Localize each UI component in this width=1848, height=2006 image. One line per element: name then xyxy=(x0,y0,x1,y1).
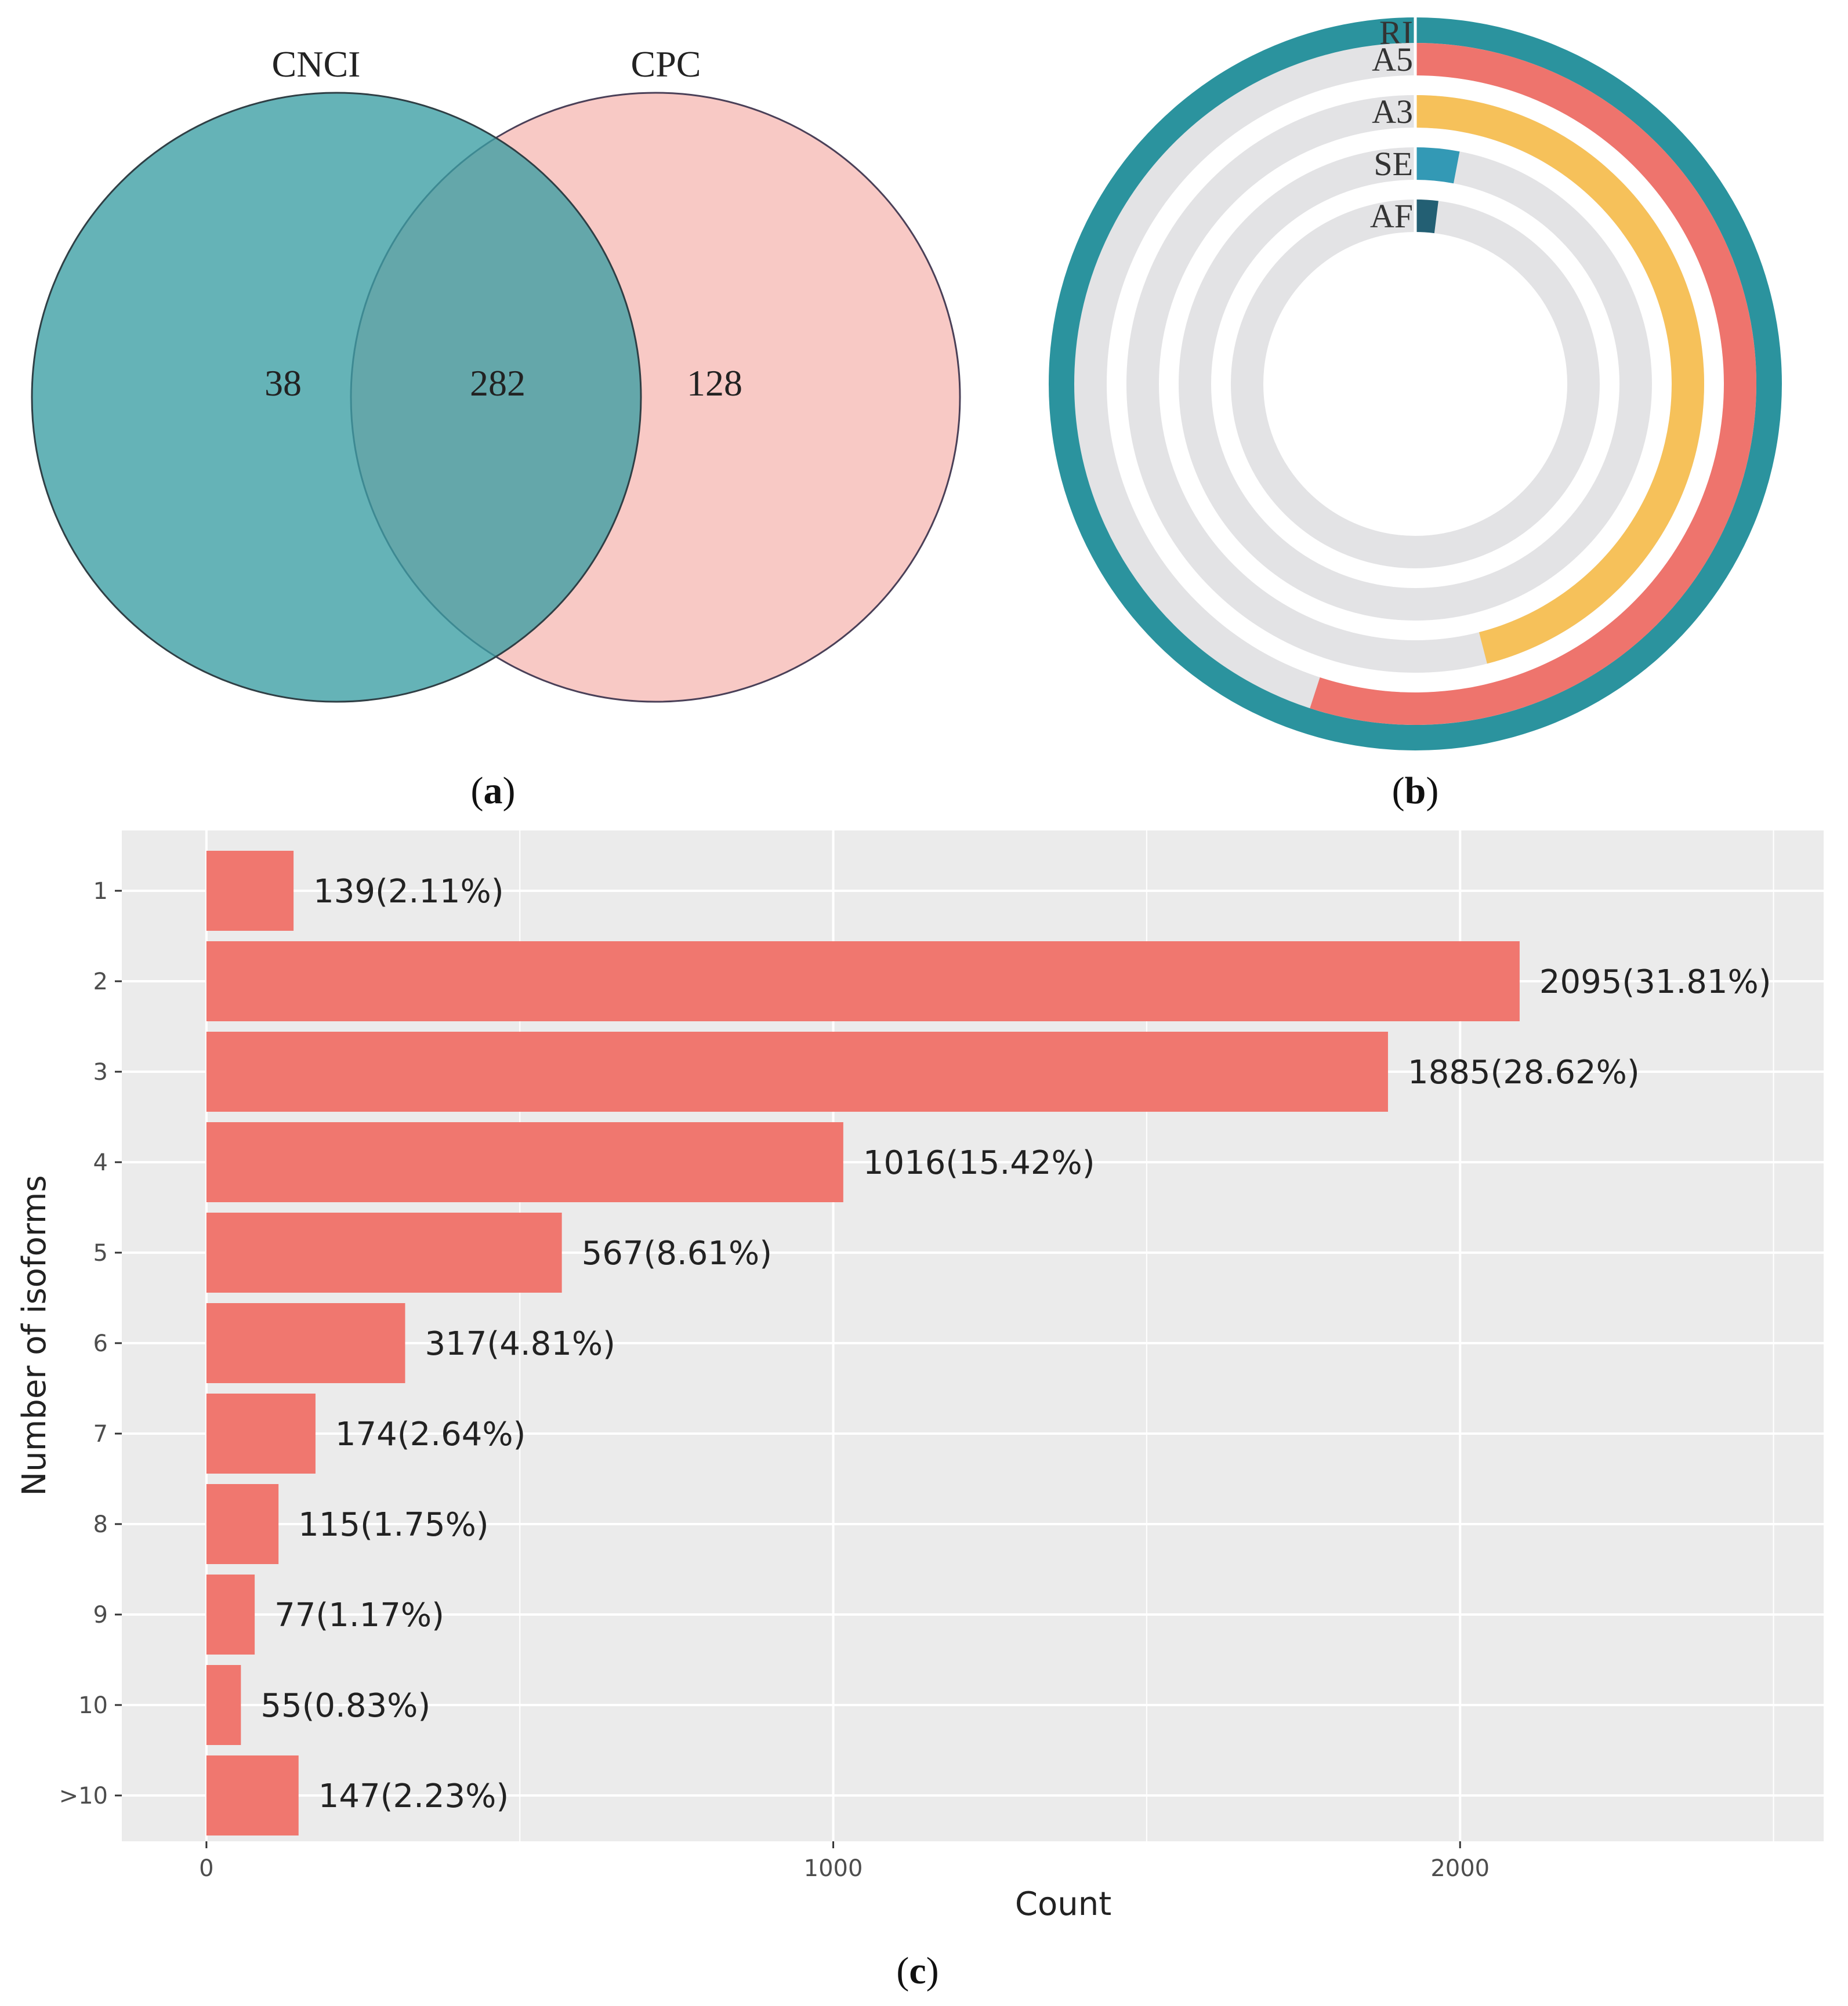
radial-label-af: AF xyxy=(1370,197,1413,235)
panel-label-b-letter: b xyxy=(1405,770,1426,812)
panel-label-b: (b) xyxy=(1392,770,1439,812)
panel-label-b-text: (b) xyxy=(1392,770,1439,812)
bar-label-4: 1016(15.42%) xyxy=(863,1144,1095,1182)
radial-track-af xyxy=(1231,199,1600,568)
radial-label-a5: A5 xyxy=(1372,41,1413,78)
bar-9 xyxy=(206,1575,255,1655)
bar-label-11: 147(2.23%) xyxy=(318,1778,509,1815)
bar-label-10: 55(0.83%) xyxy=(260,1687,430,1725)
y-tick-label: 1 xyxy=(93,878,108,905)
y-tick-label: 8 xyxy=(93,1511,108,1538)
bar-label-7: 174(2.64%) xyxy=(335,1416,526,1453)
venn-count-cpc-only: 128 xyxy=(687,362,742,404)
venn-count-cnci-only: 38 xyxy=(264,362,302,404)
y-tick-label: 6 xyxy=(93,1330,108,1357)
x-tick-label: 0 xyxy=(199,1855,213,1882)
bar-2 xyxy=(206,941,1520,1021)
bar-4 xyxy=(206,1122,843,1202)
bar-label-5: 567(8.61%) xyxy=(582,1235,772,1272)
y-axis: 1 2 3 4 5 6 7 8 9 10 >10 xyxy=(59,878,122,1809)
bar-label-8: 115(1.75%) xyxy=(298,1506,488,1544)
radial-label-se: SE xyxy=(1374,145,1413,183)
panel-label-a-letter: a xyxy=(484,770,503,812)
bar-8 xyxy=(206,1484,279,1564)
bar-10 xyxy=(206,1665,241,1745)
bar-label-3: 1885(28.62%) xyxy=(1408,1054,1640,1091)
panel-label-a: (a) xyxy=(471,770,516,812)
bar-11 xyxy=(206,1755,299,1835)
isoform-bar-chart: 139(2.11%) 2095(31.81%) 1885(28.62%) 1016(1… xyxy=(16,830,1824,1923)
bar-label-9: 77(1.17%) xyxy=(274,1597,444,1634)
y-tick-label: 7 xyxy=(93,1421,108,1448)
bar-label-6: 317(4.81%) xyxy=(425,1325,615,1363)
panel-label-c-text: (c) xyxy=(896,1950,939,1992)
venn-diagram: CNCI CPC 38 282 128 xyxy=(31,43,961,703)
bar-6 xyxy=(206,1303,405,1383)
venn-count-intersection: 282 xyxy=(470,362,526,404)
radial-bar-af xyxy=(1415,199,1438,234)
panel-label-c-letter: c xyxy=(909,1950,926,1992)
venn-set-label-cpc: CPC xyxy=(631,43,701,85)
x-tick-label: 2000 xyxy=(1430,1855,1490,1882)
bar-7 xyxy=(206,1394,316,1474)
radial-label-a3: A3 xyxy=(1372,93,1413,130)
y-tick-label: 10 xyxy=(78,1692,108,1719)
radial-bar-a3 xyxy=(1415,95,1704,664)
y-axis-title: Number of isoforms xyxy=(16,1175,53,1496)
bar-label-1: 139(2.11%) xyxy=(313,873,503,911)
y-tick-label: 2 xyxy=(93,968,108,995)
y-tick-label: 3 xyxy=(93,1059,108,1086)
panel-label-c: (c) xyxy=(896,1950,939,1992)
y-tick-label: 5 xyxy=(93,1240,108,1267)
bar-5 xyxy=(206,1213,562,1293)
x-tick-label: 1000 xyxy=(804,1855,863,1882)
y-tick-label: 9 xyxy=(93,1602,108,1628)
bar-1 xyxy=(206,851,294,931)
panel-label-a-text: (a) xyxy=(471,770,516,812)
bar-label-2: 2095(31.81%) xyxy=(1539,963,1771,1001)
y-tick-label: 4 xyxy=(93,1149,108,1176)
bar-3 xyxy=(206,1032,1388,1112)
x-axis: 0 1000 2000 xyxy=(199,1841,1490,1882)
venn-circle-cnci xyxy=(31,92,642,703)
radial-bar-se xyxy=(1415,147,1460,184)
venn-set-label-cnci: CNCI xyxy=(272,43,361,85)
y-tick-label: >10 xyxy=(59,1783,108,1809)
bar-marks: 139(2.11%) 2095(31.81%) 1885(28.62%) 1016(1… xyxy=(206,851,1771,1835)
x-axis-title: Count xyxy=(1015,1885,1111,1923)
